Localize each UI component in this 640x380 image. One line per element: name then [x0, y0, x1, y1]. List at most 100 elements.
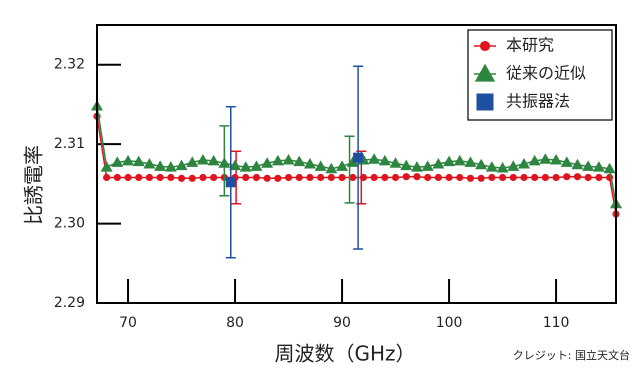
marker: [167, 173, 175, 182]
marker: [306, 173, 314, 182]
marker: [528, 154, 541, 166]
marker: [434, 173, 442, 182]
marker: [218, 157, 231, 168]
marker: [271, 154, 284, 166]
marker: [541, 173, 549, 182]
marker: [443, 155, 456, 167]
marker: [421, 160, 434, 171]
x-tick-label: 90: [333, 315, 351, 331]
marker: [520, 173, 528, 182]
marker: [595, 173, 603, 182]
marker: [453, 154, 466, 166]
marker: [496, 161, 509, 173]
marker: [314, 160, 327, 171]
marker: [100, 161, 113, 172]
plot-frame: [96, 24, 617, 304]
marker: [400, 159, 413, 171]
marker: [325, 162, 338, 174]
marker: [336, 160, 349, 171]
marker: [381, 173, 389, 182]
marker: [445, 173, 453, 182]
marker: [349, 173, 357, 182]
marker: [263, 174, 271, 182]
marker: [145, 173, 154, 182]
marker: [164, 161, 177, 172]
marker: [293, 155, 306, 167]
legend-label: 従来の近似: [506, 64, 586, 83]
marker: [154, 160, 167, 171]
marker: [573, 173, 582, 181]
marker: [509, 173, 517, 182]
marker: [552, 173, 560, 182]
marker: [368, 153, 381, 164]
legend-marker-group: [476, 93, 494, 111]
marker: [413, 173, 421, 181]
legend-marker-group: [479, 40, 491, 52]
marker: [135, 173, 143, 182]
marker: [539, 153, 552, 164]
marker: [199, 173, 207, 182]
marker: [188, 174, 196, 182]
marker: [464, 156, 477, 167]
marker: [124, 173, 132, 182]
marker: [327, 173, 335, 182]
marker: [175, 159, 188, 171]
marker: [274, 174, 282, 182]
y-tick-label: 2.31: [54, 136, 85, 152]
legend-label: 本研究: [506, 36, 554, 55]
marker: [156, 173, 164, 182]
marker: [132, 155, 145, 167]
marker: [475, 158, 488, 170]
marker: [517, 158, 530, 169]
marker: [402, 173, 410, 181]
marker: [550, 154, 563, 165]
x-tick-label: 110: [543, 315, 570, 331]
marker: [498, 173, 507, 182]
legend-label: 共振器法: [506, 92, 570, 111]
marker: [424, 173, 432, 182]
marker: [410, 161, 423, 172]
marker: [207, 154, 220, 166]
marker: [531, 173, 539, 182]
marker: [391, 173, 400, 182]
marker: [507, 160, 520, 171]
y-tick-label: 2.29: [54, 295, 85, 311]
marker: [143, 158, 156, 169]
marker: [592, 161, 605, 172]
marker: [346, 156, 359, 167]
marker: [186, 156, 199, 167]
x-axis-label: 周波数（GHz）: [274, 342, 415, 366]
y-tick-label: 2.30: [54, 216, 85, 232]
y-tick-label: 2.32: [54, 57, 85, 73]
marker: [196, 154, 209, 165]
marker: [603, 162, 616, 174]
marker: [485, 161, 498, 172]
marker: [476, 93, 494, 111]
marker: [122, 154, 135, 166]
error-bar: [344, 135, 355, 204]
marker: [584, 173, 592, 182]
marker: [111, 156, 124, 167]
marker: [103, 173, 111, 182]
marker: [359, 173, 368, 182]
x-tick-label: 100: [436, 315, 463, 331]
marker: [239, 161, 252, 172]
y-axis-label: 比誘電率: [22, 145, 46, 225]
marker: [252, 173, 261, 182]
marker: [582, 160, 595, 171]
marker: [563, 173, 571, 181]
marker: [225, 177, 236, 188]
marker: [261, 157, 274, 168]
marker: [378, 154, 391, 166]
marker: [571, 158, 584, 170]
marker: [474, 63, 496, 82]
marker: [303, 158, 316, 169]
marker: [370, 173, 378, 182]
marker: [284, 173, 293, 182]
marker: [317, 173, 325, 182]
marker: [488, 173, 496, 182]
credit: クレジット: 国立天文台: [513, 348, 630, 362]
marker: [295, 173, 303, 182]
